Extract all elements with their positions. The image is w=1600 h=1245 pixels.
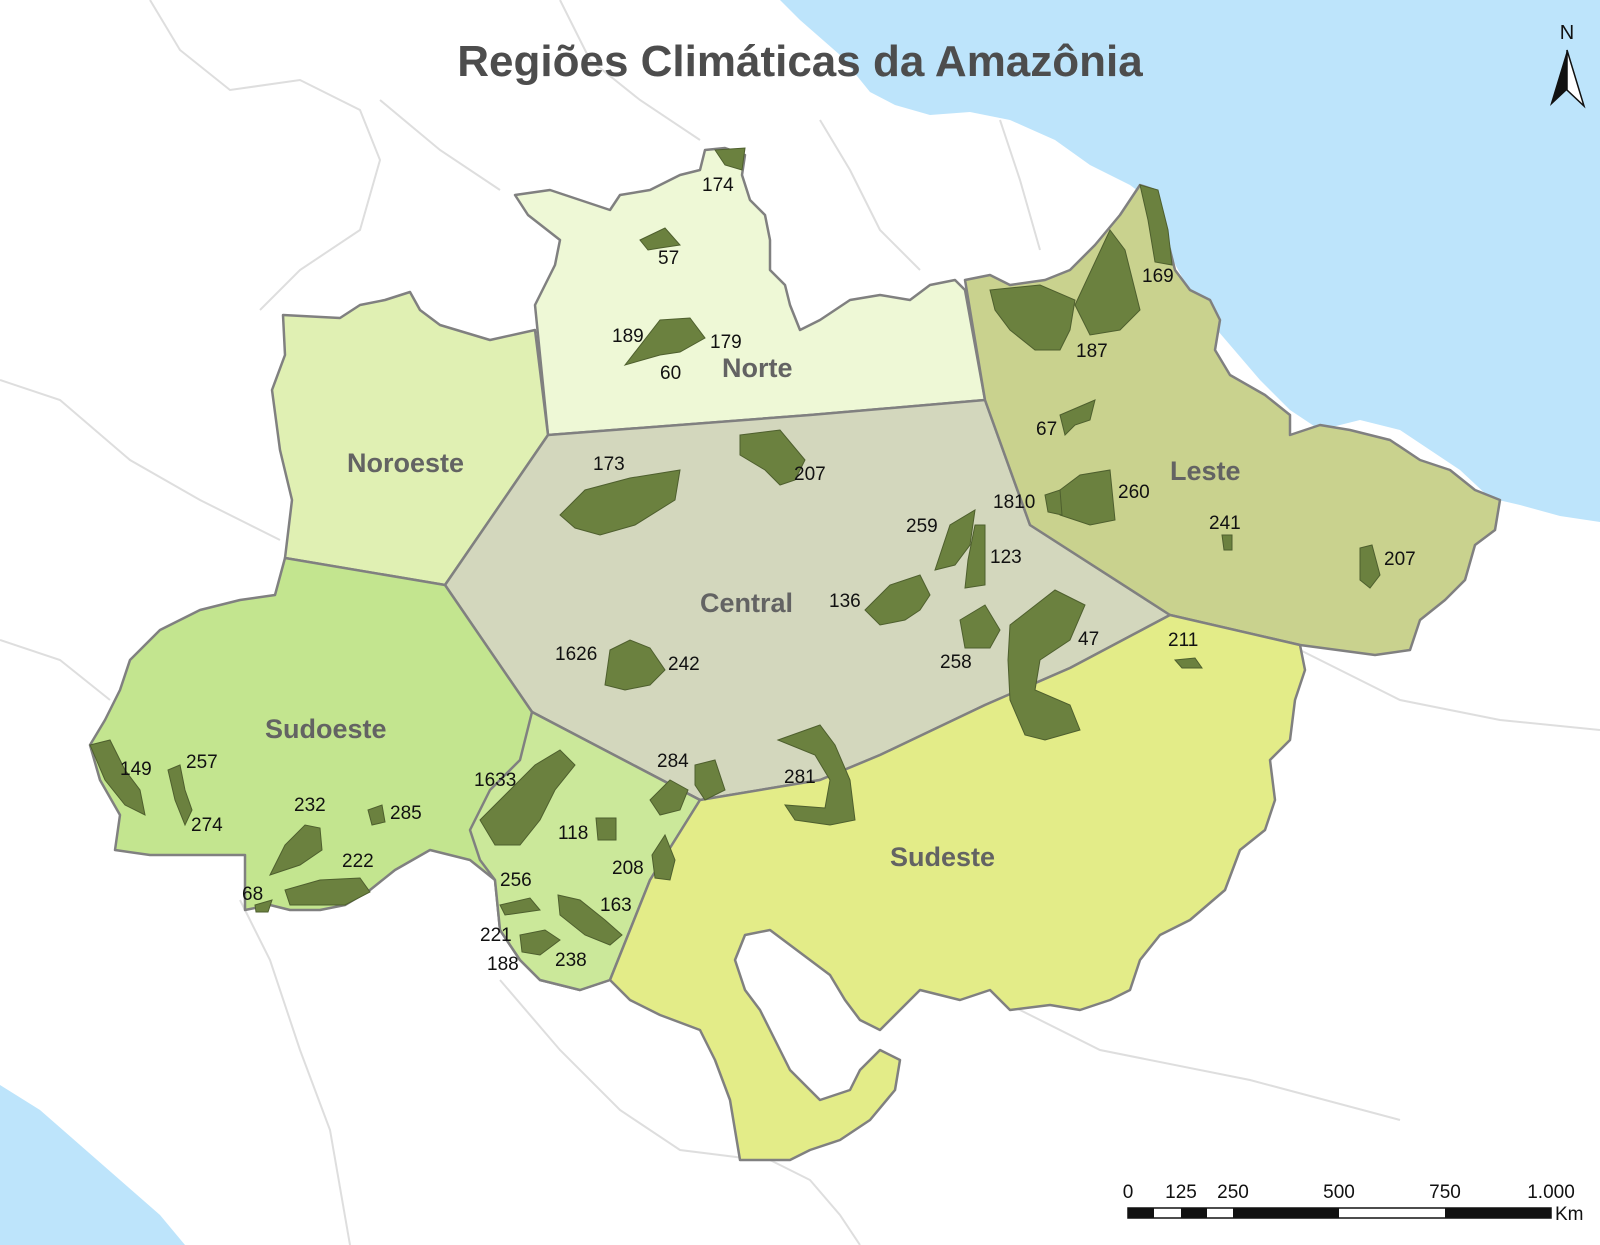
- area-label: 285: [390, 803, 422, 824]
- area-label: 260: [1118, 482, 1150, 503]
- area-label: 281: [784, 767, 816, 788]
- area-label: 232: [294, 795, 326, 816]
- region-label-norte: Norte: [722, 353, 793, 383]
- map-title: Regiões Climáticas da Amazônia: [457, 37, 1143, 86]
- area-label: 173: [593, 454, 625, 475]
- protected-area: [284, 877, 371, 906]
- protected-area: [964, 524, 986, 589]
- area-label: 284: [657, 751, 689, 772]
- protected-area: [1139, 184, 1173, 266]
- protected-area: [254, 899, 273, 913]
- protected-area: [367, 804, 386, 826]
- protected-area: [639, 227, 681, 251]
- area-label: 188: [487, 954, 519, 975]
- area-label: 67: [1036, 419, 1057, 440]
- atlantic-ocean: [780, 0, 1600, 522]
- area-label: 169: [1142, 266, 1174, 287]
- area-label: 208: [612, 858, 644, 879]
- protected-area: [479, 749, 576, 846]
- north-arrow: N: [1550, 22, 1586, 109]
- area-label: 221: [480, 925, 512, 946]
- area-label: 47: [1078, 629, 1099, 650]
- area-label: 187: [1076, 341, 1108, 362]
- protected-area: [519, 929, 561, 956]
- region-label-sudoeste: Sudoeste: [265, 714, 387, 744]
- protected-area: [739, 429, 806, 486]
- protected-area: [649, 779, 689, 816]
- protected-area: [959, 604, 1001, 649]
- protected-area: [1059, 399, 1096, 436]
- area-label: 179: [710, 332, 742, 353]
- region-noroeste: [270, 290, 550, 587]
- area-label: 259: [906, 516, 938, 537]
- protected-area: [604, 639, 666, 691]
- protected-area: [989, 284, 1076, 351]
- area-label: 256: [500, 870, 532, 891]
- area-label: 174: [702, 175, 734, 196]
- area-label: 241: [1209, 513, 1241, 534]
- protected-area: [1173, 657, 1203, 669]
- region-sudeste: [608, 613, 1307, 1162]
- scale-tick-500: 500: [1323, 1182, 1355, 1203]
- area-label: 1633: [474, 770, 516, 791]
- scale-tick-0: 0: [1123, 1182, 1134, 1203]
- area-label: 163: [600, 895, 632, 916]
- protected-area: [557, 894, 623, 946]
- region-label-sudeste: Sudeste: [890, 842, 995, 872]
- scale-tick-125: 125: [1165, 1182, 1197, 1203]
- region-label-leste: Leste: [1170, 456, 1241, 486]
- area-label: 136: [829, 591, 861, 612]
- area-label: 207: [1384, 549, 1416, 570]
- protected-area: [89, 739, 146, 816]
- scale-tick-750: 750: [1429, 1182, 1461, 1203]
- region-label-central: Central: [700, 588, 793, 618]
- protected-area: [623, 317, 706, 366]
- protected-area-labels: 174 57 189 179 60 169 187 67 173 207 181…: [120, 175, 1416, 975]
- area-label: 57: [658, 248, 679, 269]
- protected-area: [1221, 534, 1233, 551]
- area-label: 68: [242, 884, 263, 905]
- area-label: 149: [120, 759, 152, 780]
- scale-unit: Km: [1555, 1204, 1584, 1225]
- protected-area: [499, 897, 541, 916]
- area-label: 189: [612, 326, 644, 347]
- protected-area: [864, 574, 931, 626]
- area-label: 1810: [993, 492, 1035, 513]
- scale-bar: 0 125 250 500 750 1.000 Km: [1123, 1182, 1584, 1225]
- protected-area: [694, 759, 726, 801]
- region-label-noroeste: Noroeste: [347, 448, 464, 478]
- protected-area: [1359, 544, 1381, 589]
- area-label: 1626: [555, 644, 597, 665]
- protected-area: [1044, 489, 1063, 516]
- pacific-ocean: [0, 1085, 185, 1245]
- protected-area: [269, 824, 323, 876]
- area-label: 207: [794, 464, 826, 485]
- area-label: 257: [186, 752, 218, 773]
- region-labels: Norte Noroeste Central Leste Sudoeste Su…: [265, 353, 1241, 872]
- area-label: 238: [555, 950, 587, 971]
- protected-area: [595, 817, 617, 841]
- area-label: 211: [1168, 630, 1198, 651]
- area-label: 258: [940, 652, 972, 673]
- area-label: 118: [558, 823, 588, 844]
- protected-area: [651, 833, 676, 881]
- protected-area: [714, 147, 746, 171]
- protected-area: [934, 509, 976, 571]
- area-label: 123: [990, 547, 1022, 568]
- area-label: 274: [191, 815, 223, 836]
- protected-area: [776, 724, 856, 826]
- protected-area: [1074, 229, 1141, 336]
- protected-area: [559, 469, 681, 536]
- area-label: 242: [668, 654, 700, 675]
- protected-area: [167, 764, 193, 827]
- scale-tick-250: 250: [1217, 1182, 1249, 1203]
- area-label: 60: [660, 363, 681, 384]
- area-label: 222: [342, 851, 374, 872]
- north-arrow-label: N: [1560, 22, 1574, 44]
- protected-areas: [89, 147, 1381, 956]
- protected-area: [1007, 589, 1086, 741]
- scale-tick-1000: 1.000: [1527, 1182, 1575, 1203]
